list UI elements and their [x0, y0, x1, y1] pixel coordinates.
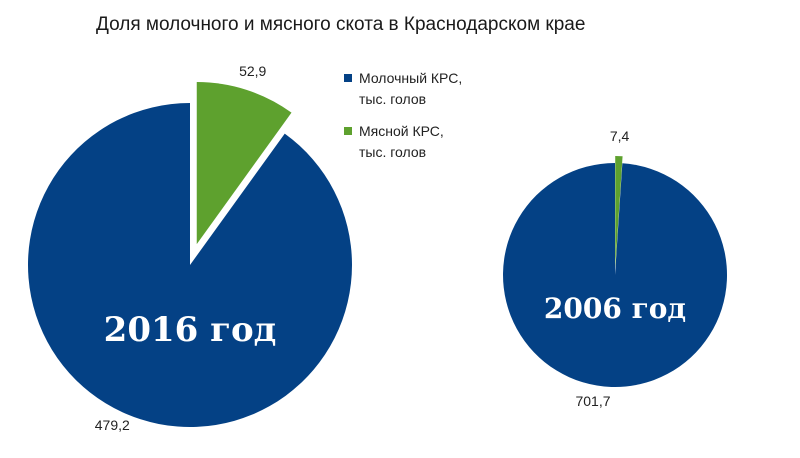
legend-label-meat-line1: Мясной КРС, [359, 123, 444, 139]
legend-swatch-meat [344, 127, 352, 135]
data-label-dairy-2006: 701,7 [575, 393, 610, 409]
chart-title: Доля молочного и мясного скота в Краснод… [96, 14, 585, 35]
data-label-meat-2006: 7,4 [610, 128, 630, 144]
data-label-meat-2016: 52,9 [239, 63, 266, 79]
legend-label-dairy-line2: тыс. голов [359, 91, 426, 107]
data-label-dairy-2016: 479,2 [95, 417, 130, 433]
pie-slice-dairy-2006 [503, 163, 728, 388]
pie-slice-meat-2016 [196, 82, 292, 245]
pie-chart-2006: 701,7 7,4 2006 год [503, 128, 728, 409]
pie-chart-2016: 479,2 52,9 2016 год [28, 63, 353, 433]
legend-label-meat-line2: тыс. голов [359, 144, 426, 160]
legend-swatch-dairy [344, 74, 352, 82]
pie-slice-dairy-2016 [28, 103, 353, 427]
pie-year-label-2016: 2016 год [104, 310, 277, 350]
pie-year-label-2006: 2006 год [544, 292, 686, 325]
legend: Молочный КРС, тыс. голов Мясной КРС, тыс… [344, 70, 462, 160]
legend-label-dairy-line1: Молочный КРС, [359, 70, 462, 86]
pie-slice-meat-2006 [615, 155, 623, 269]
